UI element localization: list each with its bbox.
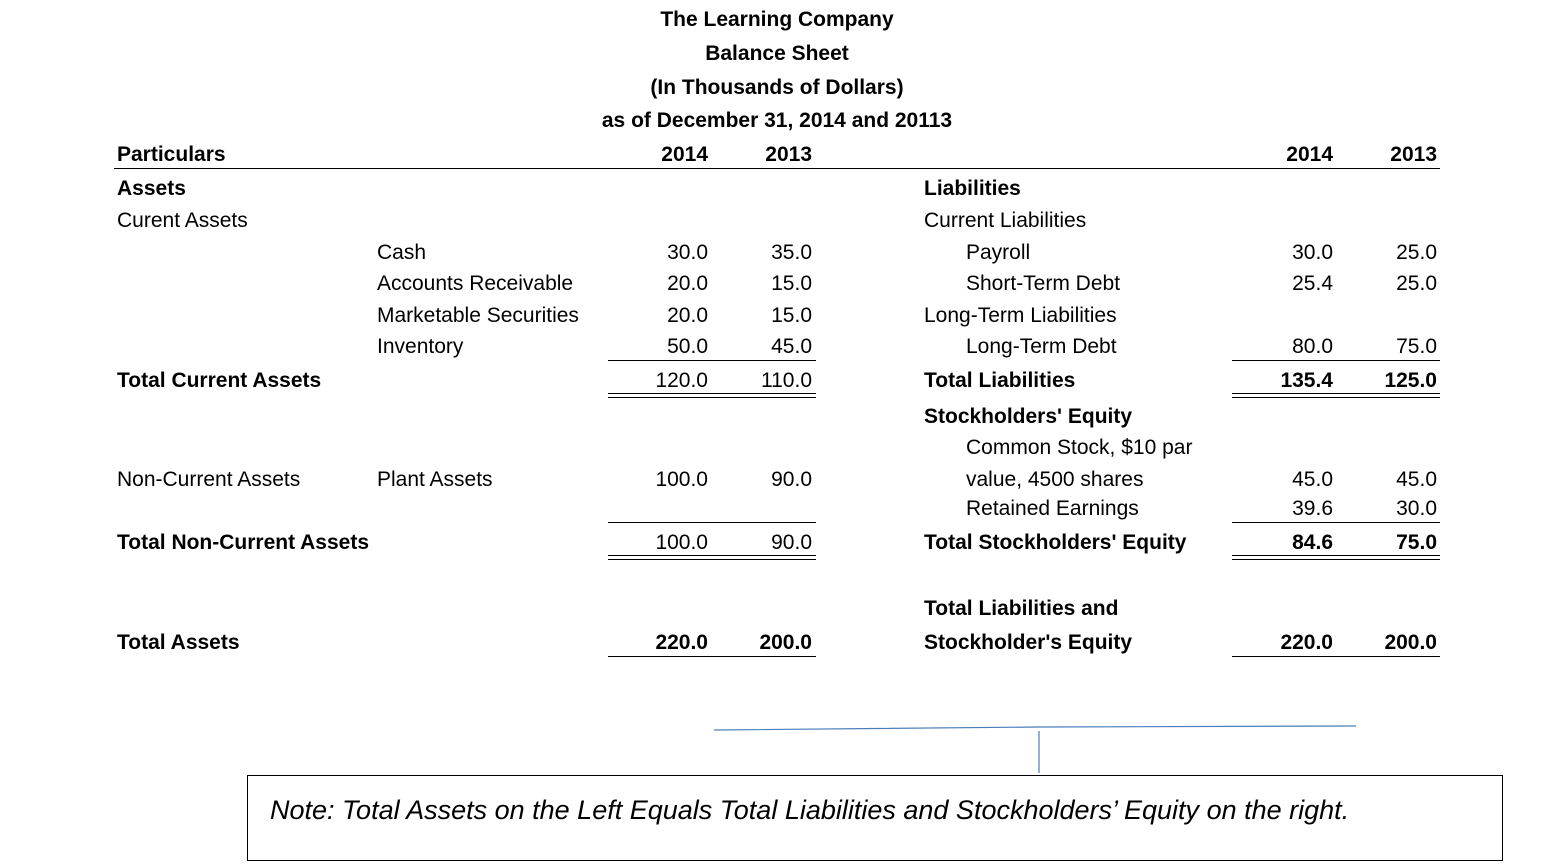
short-term-debt-2013: 25.0 — [1396, 272, 1437, 295]
plant-assets-label: Plant Assets — [377, 468, 493, 491]
inventory-2014: 50.0 — [667, 335, 708, 358]
total-assets-rule — [608, 656, 816, 657]
total-assets-2013: 200.0 — [759, 631, 812, 654]
cash-label: Cash — [377, 241, 427, 264]
retained-earnings-2013: 30.0 — [1396, 497, 1437, 520]
units-note: (In Thousands of Dollars) — [650, 76, 904, 99]
inventory-2013: 45.0 — [771, 335, 812, 358]
note-box: Note: Total Assets on the Left Equals To… — [247, 775, 1503, 861]
note-text: Note: Total Assets on the Left Equals To… — [270, 795, 1350, 825]
total-current-assets-2013: 110.0 — [761, 369, 812, 392]
marketable-securities-label: Marketable Securities — [377, 304, 579, 327]
liab-col-2013-header: 2013 — [1390, 143, 1437, 166]
grand-total-rule — [1232, 656, 1440, 657]
payroll-2013: 25.0 — [1396, 241, 1437, 264]
longterm-liabilities-heading: Long-Term Liabilities — [924, 304, 1117, 327]
total-liabilities-label: Total Liabilities — [924, 369, 1076, 392]
total-liabilities-2013: 125.0 — [1384, 369, 1437, 392]
grand-total-label-line1: Total Liabilities and — [924, 597, 1119, 620]
assets-heading: Assets — [117, 177, 186, 200]
company-name: The Learning Company — [660, 8, 894, 31]
common-stock-label-line1: Common Stock, $10 par — [966, 436, 1193, 459]
total-equity-double-rule — [1232, 555, 1440, 560]
equity-subtotal-rule — [1232, 522, 1440, 523]
cash-2014: 30.0 — [667, 241, 708, 264]
plant-assets-2014: 100.0 — [655, 468, 708, 491]
long-term-debt-label: Long-Term Debt — [966, 335, 1117, 358]
connector-horizontal — [713, 725, 1357, 731]
marketable-securities-2014: 20.0 — [667, 304, 708, 327]
noncurrent-subtotal-rule — [608, 522, 816, 523]
total-assets-label: Total Assets — [117, 631, 240, 654]
statement-title: Balance Sheet — [705, 42, 849, 65]
accounts-receivable-2014: 20.0 — [667, 272, 708, 295]
common-stock-2014: 45.0 — [1292, 468, 1333, 491]
stockholders-equity-heading: Stockholders' Equity — [924, 405, 1133, 428]
total-equity-2014: 84.6 — [1292, 531, 1333, 554]
total-noncurrent-assets-label: Total Non-Current Assets — [117, 531, 370, 554]
total-equity-label: Total Stockholders' Equity — [924, 531, 1187, 554]
total-noncurrent-assets-2013: 90.0 — [771, 531, 812, 554]
retained-earnings-2014: 39.6 — [1292, 497, 1333, 520]
retained-earnings-label: Retained Earnings — [966, 497, 1139, 520]
liabilities-heading: Liabilities — [924, 177, 1021, 200]
short-term-debt-label: Short-Term Debt — [966, 272, 1121, 295]
assets-col-2013-header: 2013 — [765, 143, 812, 166]
common-stock-label-line2: value, 4500 shares — [966, 468, 1144, 491]
total-assets-2014: 220.0 — [655, 631, 708, 654]
assets-col-2014-header: 2014 — [661, 143, 708, 166]
total-liabilities-double-rule — [1232, 393, 1440, 398]
total-liabilities-2014: 135.4 — [1280, 369, 1333, 392]
grand-total-label-line2: Stockholder's Equity — [924, 631, 1133, 654]
noncurrent-assets-heading: Non-Current Assets — [117, 468, 301, 491]
total-current-assets-2014: 120.0 — [655, 369, 708, 392]
cash-2013: 35.0 — [771, 241, 812, 264]
long-term-debt-2014: 80.0 — [1292, 335, 1333, 358]
long-term-debt-2013: 75.0 — [1396, 335, 1437, 358]
grand-total-2013: 200.0 — [1384, 631, 1437, 654]
plant-assets-2013: 90.0 — [771, 468, 812, 491]
header-rule — [114, 168, 1440, 169]
payroll-label: Payroll — [966, 241, 1031, 264]
current-assets-heading: Curent Assets — [117, 209, 248, 232]
total-current-assets-double-rule — [608, 393, 816, 398]
particulars-header: Particulars — [117, 143, 226, 166]
as-of-date: as of December 31, 2014 and 20113 — [601, 109, 953, 132]
common-stock-2013: 45.0 — [1396, 468, 1437, 491]
accounts-receivable-label: Accounts Receivable — [377, 272, 574, 295]
current-assets-subtotal-rule — [608, 360, 816, 361]
accounts-receivable-2013: 15.0 — [771, 272, 812, 295]
current-liabilities-heading: Current Liabilities — [924, 209, 1087, 232]
total-noncurrent-assets-2014: 100.0 — [655, 531, 708, 554]
short-term-debt-2014: 25.4 — [1292, 272, 1333, 295]
payroll-2014: 30.0 — [1292, 241, 1333, 264]
total-noncurrent-double-rule — [608, 555, 816, 560]
liabilities-subtotal-rule — [1232, 360, 1440, 361]
marketable-securities-2013: 15.0 — [771, 304, 812, 327]
total-current-assets-label: Total Current Assets — [117, 369, 322, 392]
grand-total-2014: 220.0 — [1280, 631, 1333, 654]
inventory-label: Inventory — [377, 335, 464, 358]
liab-col-2014-header: 2014 — [1286, 143, 1333, 166]
total-equity-2013: 75.0 — [1396, 531, 1437, 554]
